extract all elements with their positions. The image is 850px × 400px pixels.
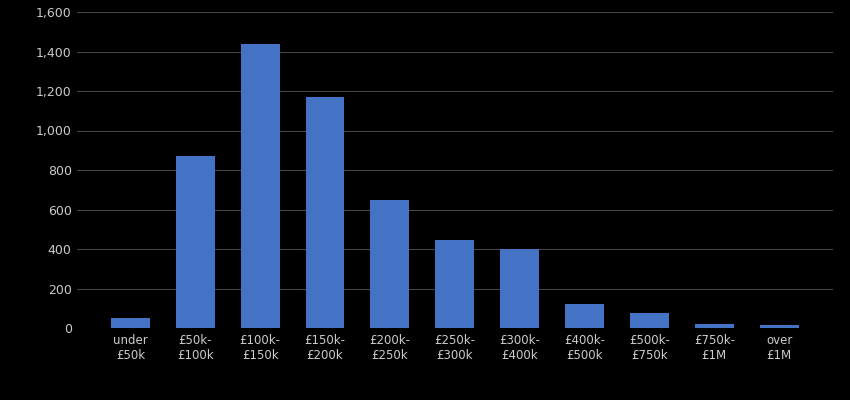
Bar bbox=[110, 318, 150, 328]
Bar bbox=[435, 240, 474, 328]
Bar bbox=[630, 313, 669, 328]
Bar bbox=[371, 200, 410, 328]
Bar bbox=[565, 304, 604, 328]
Bar bbox=[694, 324, 734, 328]
Bar bbox=[241, 44, 280, 328]
Bar bbox=[760, 325, 799, 328]
Bar bbox=[500, 249, 539, 328]
Bar bbox=[305, 97, 344, 328]
Bar bbox=[176, 156, 215, 328]
